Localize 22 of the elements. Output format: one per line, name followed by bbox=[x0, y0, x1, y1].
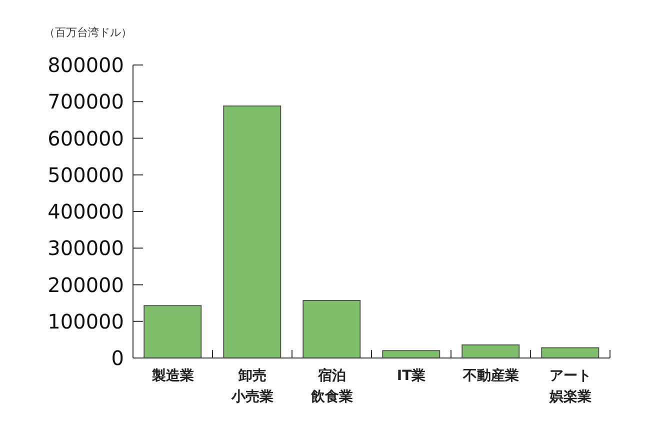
bar bbox=[223, 106, 282, 358]
y-axis-title: （百万台湾ドル） bbox=[44, 25, 132, 40]
y-tick-label: 300000 bbox=[48, 236, 124, 260]
x-tick-label: 製造業 bbox=[150, 368, 194, 384]
y-tick-label: 500000 bbox=[48, 162, 124, 187]
x-tick-label: 宿泊飲食業 bbox=[310, 367, 353, 405]
bar bbox=[382, 350, 440, 358]
x-tick-label: 不動産業 bbox=[462, 367, 519, 384]
bar bbox=[302, 300, 361, 358]
y-tick-label: 0 bbox=[111, 346, 124, 370]
bar bbox=[144, 305, 202, 358]
y-tick-label: 600000 bbox=[48, 126, 124, 150]
x-tick-label: アート娯楽業 bbox=[548, 368, 592, 405]
bar bbox=[541, 347, 600, 358]
y-tick-label: 100000 bbox=[48, 309, 124, 334]
bar bbox=[462, 344, 520, 358]
x-tick-label: 卸売小売業 bbox=[230, 368, 274, 405]
y-tick-label: 700000 bbox=[48, 90, 124, 114]
y-tick-label: 400000 bbox=[48, 200, 124, 224]
y-tick-label: 800000 bbox=[48, 53, 124, 78]
x-tick-label: IT業 bbox=[396, 368, 426, 384]
y-tick-label: 200000 bbox=[48, 272, 124, 297]
